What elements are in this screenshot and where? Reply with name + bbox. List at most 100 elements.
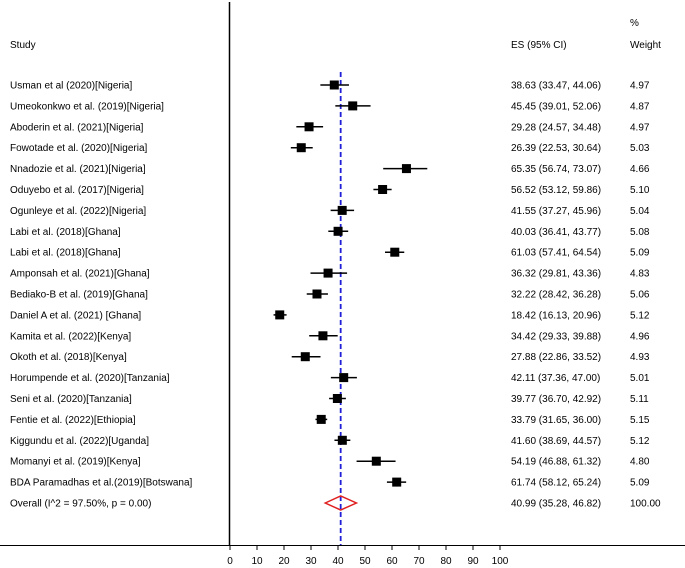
study-row: Momanyi et al. (2019)[Kenya] 54.19 (46.88… [10,456,650,468]
point-estimate-marker [318,331,328,341]
axes-layer [0,2,685,546]
study-row: Bediako-B et al. (2019)[Ghana] 32.22 (28.… [10,289,650,301]
study-weight: 5.06 [630,290,650,301]
study-row: Amponsah et al. (2021)[Ghana] 36.32 (29.8… [10,268,650,280]
point-estimate-marker [333,226,343,236]
overall-es-ci: 40.99 (35.28, 46.82) [511,499,601,510]
header-weight: Weight [630,40,661,51]
x-tick-label: 30 [305,556,317,567]
x-tick-label: 0 [227,556,233,567]
study-label: Fentie et al. (2022)[Ethiopia] [10,415,136,426]
point-estimate-marker [339,373,349,383]
study-row: Okoth et al. (2018)[Kenya] 27.88 (22.86, … [10,352,650,363]
overall-diamond [323,495,359,511]
x-tick-label: 70 [413,556,425,567]
study-es-ci: 41.55 (37.27, 45.96) [511,206,601,217]
study-label: Nnadozie et al. (2021)[Nigeria] [10,164,146,175]
study-label: Labi et al. (2018)[Ghana] [10,227,121,238]
point-estimate-marker [296,143,306,153]
point-estimate-marker [348,101,358,111]
point-estimate-marker [332,394,342,403]
study-weight: 5.12 [630,436,650,447]
study-label: BDA Paramadhas et al.(2019)[Botswana] [10,478,193,489]
study-row: BDA Paramadhas et al.(2019)[Botswana] 61.… [10,477,650,489]
study-weight: 5.15 [630,415,650,426]
overall-row: Overall (I^2 = 97.50%, p = 0.00) 40.99 (3… [10,495,661,511]
study-es-ci: 41.60 (38.69, 44.57) [511,436,601,447]
study-row: Labi et al. (2018)[Ghana] 40.03 (36.41, 4… [10,226,650,238]
study-label: Okoth et al. (2018)[Kenya] [10,352,127,363]
study-label: Kamita et al. (2022)[Kenya] [10,331,131,342]
study-es-ci: 38.63 (33.47, 44.06) [511,81,601,92]
study-es-ci: 40.03 (36.41, 43.77) [511,227,601,238]
study-weight: 5.04 [630,206,650,217]
study-label: Horumpende et al. (2020)[Tanzania] [10,373,170,384]
point-estimate-marker [300,352,310,362]
study-label: Daniel A et al. (2021) [Ghana] [10,310,141,321]
study-label: Aboderin et al. (2021)[Nigeria] [10,122,144,133]
study-row: Seni et al. (2020)[Tanzania] 39.77 (36.70… [10,394,649,405]
column-headers: Study ES (95% CI) % Weight [10,18,661,51]
x-tick-label: 100 [492,556,509,567]
point-estimate-marker [316,414,326,424]
point-estimate-marker [337,435,347,445]
study-weight: 5.10 [630,185,650,196]
study-label: Usman et al (2020)[Nigeria] [10,81,132,92]
x-tick-label: 20 [278,556,290,567]
study-es-ci: 26.39 (22.53, 30.64) [511,143,601,154]
study-row: Oduyebo et al. (2017)[Nigeria] 56.52 (53.… [10,185,650,196]
x-tick-label: 50 [359,556,371,567]
study-weight: 4.87 [630,101,650,112]
x-tick-label: 90 [467,556,479,567]
study-es-ci: 54.19 (46.88, 61.32) [511,457,601,468]
study-weight: 5.11 [630,394,649,405]
study-label: Labi et al. (2018)[Ghana] [10,248,121,259]
study-label: Seni et al. (2020)[Tanzania] [10,394,132,405]
study-label: Kiggundu et al. (2022)[Uganda] [10,436,149,447]
study-row: Labi et al. (2018)[Ghana] 61.03 (57.41, 6… [10,247,650,259]
study-es-ci: 18.42 (16.13, 20.96) [511,310,601,321]
study-es-ci: 34.42 (29.33, 39.88) [511,331,601,342]
x-tick-label: 10 [251,556,263,567]
study-rows: Usman et al (2020)[Nigeria] 38.63 (33.47,… [10,80,650,489]
study-row: Fowotade et al. (2020)[Nigeria] 26.39 (22… [10,143,650,154]
study-weight: 4.83 [630,269,650,280]
study-label: Amponsah et al. (2021)[Ghana] [10,269,150,280]
study-label: Oduyebo et al. (2017)[Nigeria] [10,185,144,196]
study-es-ci: 56.52 (53.12, 59.86) [511,185,601,196]
x-tick-label: 60 [386,556,398,567]
study-weight: 5.09 [630,478,650,489]
x-tick-label: 40 [332,556,344,567]
study-row: Daniel A et al. (2021) [Ghana] 18.42 (16.… [10,310,650,321]
point-estimate-marker [378,185,388,194]
header-es: ES (95% CI) [511,40,567,51]
study-weight: 5.08 [630,227,650,238]
point-estimate-marker [390,247,400,257]
study-weight: 5.09 [630,248,650,259]
point-estimate-marker [401,164,411,174]
study-label: Momanyi et al. (2019)[Kenya] [10,457,141,468]
header-study: Study [10,40,36,51]
study-label: Fowotade et al. (2020)[Nigeria] [10,143,148,154]
study-weight: 4.96 [630,331,650,342]
header-weight-pct: % [630,18,639,29]
point-estimate-marker [323,268,333,278]
study-es-ci: 61.74 (58.12, 65.24) [511,478,601,489]
x-axis-ticks: 0 10 20 30 40 50 60 70 80 90 100 [227,545,509,567]
point-estimate-marker [304,122,314,132]
study-weight: 4.97 [630,81,650,92]
study-row: Nnadozie et al. (2021)[Nigeria] 65.35 (56… [10,164,650,175]
study-label: Bediako-B et al. (2019)[Ghana] [10,290,148,301]
point-estimate-marker [275,310,285,320]
overall-weight: 100.00 [630,499,661,510]
study-es-ci: 36.32 (29.81, 43.36) [511,269,601,280]
study-es-ci: 27.88 (22.86, 33.52) [511,352,601,363]
study-weight: 4.66 [630,164,650,175]
study-row: Aboderin et al. (2021)[Nigeria] 29.28 (24… [10,122,650,133]
study-label: Umeokonkwo et al. (2019)[Nigeria] [10,101,164,112]
point-estimate-marker [329,80,339,90]
study-es-ci: 32.22 (28.42, 36.28) [511,290,601,301]
study-weight: 4.97 [630,122,650,133]
point-estimate-marker [312,289,322,299]
